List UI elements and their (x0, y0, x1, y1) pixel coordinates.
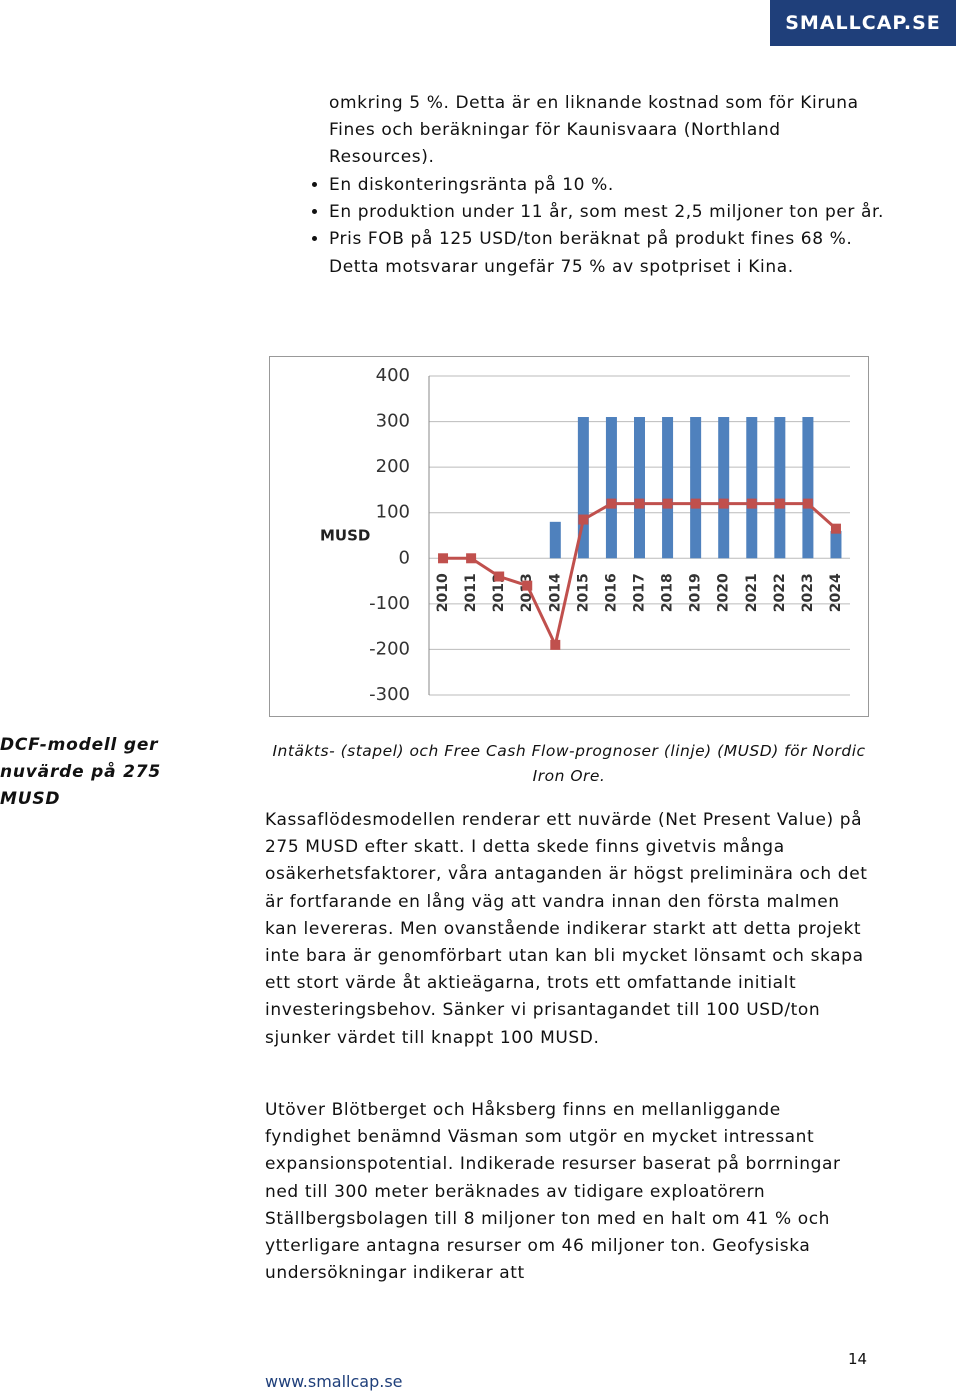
line-marker (578, 514, 589, 525)
line-marker (830, 523, 841, 534)
y-tick-label: 400 (376, 365, 410, 386)
bullet: Pris FOB på 125 USD/ton beräknat på prod… (329, 226, 898, 280)
y-tick-label: 300 (376, 411, 410, 432)
bullet: En diskonteringsränta på 10 %. (329, 172, 898, 199)
bullet: En produktion under 11 år, som mest 2,5 … (329, 199, 898, 226)
x-tick-label: 2020 (716, 573, 732, 612)
x-tick-label: 2023 (800, 573, 816, 612)
x-tick-label: 2017 (632, 573, 648, 612)
sidebar-heading: DCF-modell ger nuvärde på 275 MUSD (0, 735, 162, 809)
y-tick-label: -300 (369, 684, 410, 705)
x-tick-label: 2015 (575, 573, 591, 612)
page-number: 14 (848, 1350, 868, 1368)
bar (577, 417, 589, 559)
line-marker (606, 498, 617, 509)
chart: MUSD -300 -200 -100 0 100 200 300 400 2010 2011 20… (269, 356, 869, 717)
x-tick-label: 2019 (688, 573, 704, 612)
line-marker (634, 498, 645, 509)
paragraph: omkring 5 %. Detta är en liknande kostna… (329, 93, 859, 168)
y-tick-label: 0 (399, 547, 410, 568)
x-tick-label: 2010 (435, 573, 451, 612)
bar (774, 417, 786, 559)
y-tick-label: 100 (376, 502, 410, 523)
y-axis-label: MUSD (320, 527, 370, 545)
line-marker (494, 571, 505, 582)
line-marker (438, 553, 449, 564)
line-marker (774, 498, 785, 509)
bar (634, 417, 645, 559)
bar (802, 417, 814, 559)
x-tick-label: 2018 (660, 573, 676, 612)
x-tick-label: 2021 (744, 573, 760, 612)
x-tick-label: 2024 (828, 573, 844, 612)
y-tick-label: 200 (376, 456, 410, 477)
line-marker (718, 498, 729, 509)
bar (746, 417, 758, 559)
bar (662, 417, 674, 559)
bar (549, 521, 561, 559)
x-tick-label: 2014 (547, 573, 563, 612)
line-marker (802, 498, 813, 509)
line-marker (746, 498, 757, 509)
line-marker (550, 639, 561, 650)
x-tick-label: 2013 (519, 573, 535, 612)
chart-frame (269, 356, 869, 717)
footer-url: www.smallcap.se (265, 1372, 403, 1391)
bar (690, 417, 702, 559)
bar (718, 417, 730, 559)
caption: Intäkts- (stapel) och Free Cash Flow-pro… (272, 742, 866, 785)
line-marker (662, 498, 673, 509)
x-tick-label: 2022 (772, 573, 788, 612)
paragraph: Kassaflödesmodellen renderar ett nuvärde… (265, 810, 868, 1048)
x-tick-label: 2011 (463, 573, 479, 612)
x-tick-label: 2012 (491, 573, 507, 612)
bar (605, 417, 617, 559)
paragraph: Utöver Blötberget och Håksberg finns en … (265, 1100, 841, 1284)
line-marker (690, 498, 701, 509)
line-marker (522, 580, 533, 591)
y-tick-label: -100 (369, 593, 410, 614)
bullet-list: En diskonteringsränta på 10 %. En produk… (300, 172, 898, 281)
bar (830, 530, 842, 559)
x-tick-label: 2016 (603, 573, 619, 612)
y-tick-label: -200 (369, 638, 410, 659)
line-marker (466, 553, 477, 564)
logo: SMALLCAP.SE (770, 0, 956, 46)
